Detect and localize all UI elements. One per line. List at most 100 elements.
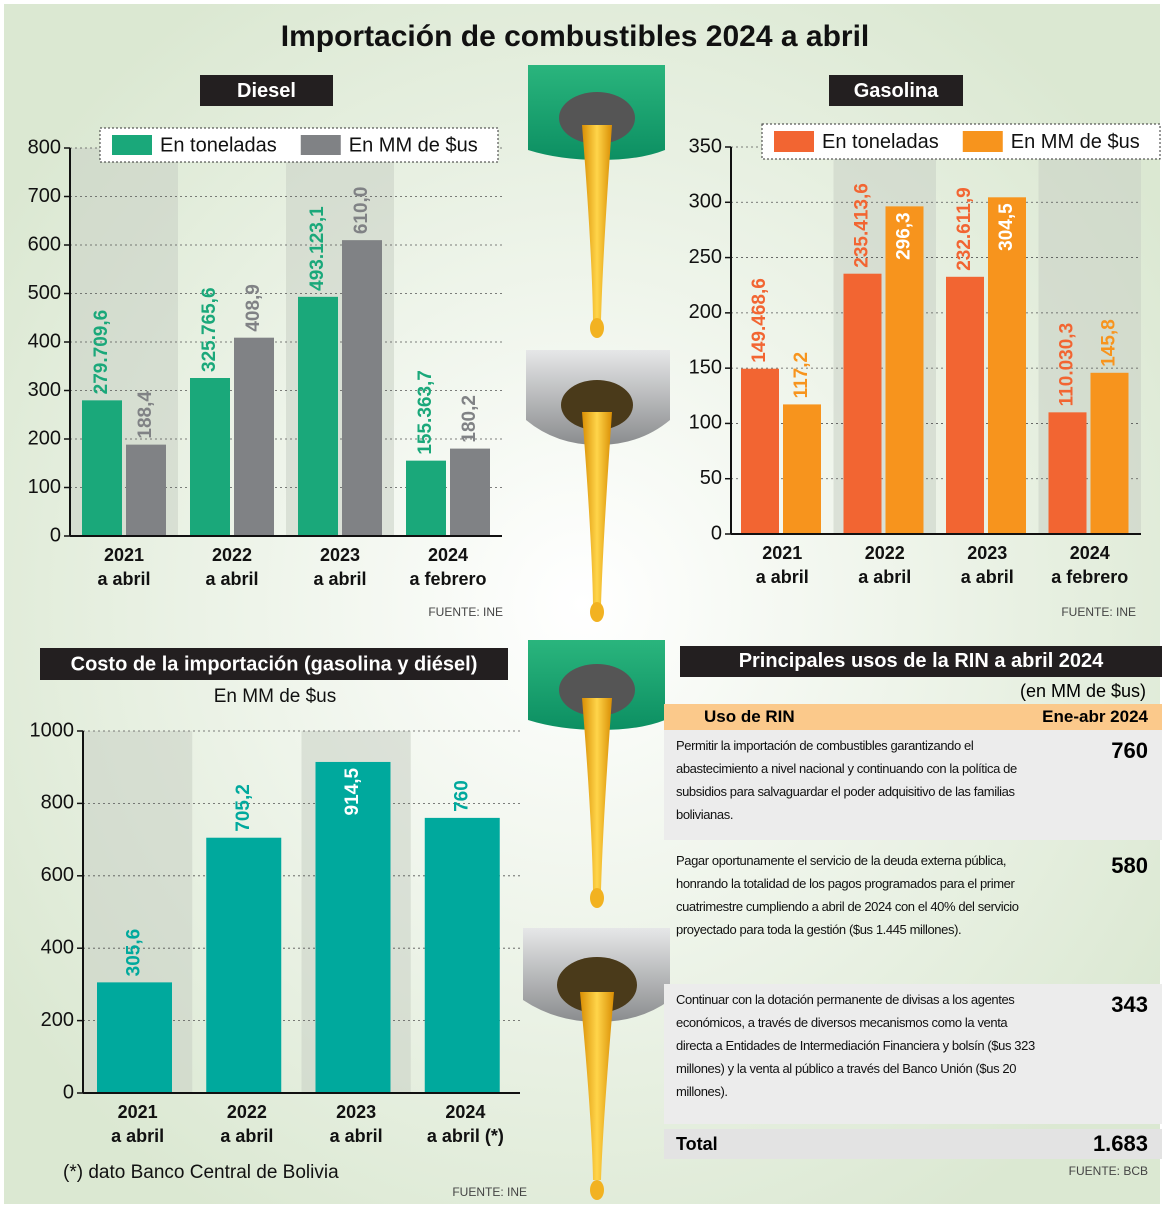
y-tick-label: 200 (689, 301, 722, 323)
x-tick-label: 2023 (320, 545, 360, 565)
value-label: 914,5 (342, 768, 363, 816)
bar (450, 449, 490, 536)
x-tick-label: a abril (205, 569, 258, 589)
legend-label: En MM de $us (1011, 131, 1140, 153)
x-tick-label: 2022 (227, 1102, 267, 1122)
y-tick-label: 100 (689, 412, 722, 434)
x-tick-label: a abril (220, 1126, 273, 1146)
y-tick-label: 400 (28, 330, 61, 352)
chart-subtitle: En MM de $us (214, 686, 337, 707)
y-tick-label: 350 (689, 135, 722, 157)
source: FUENTE: INE (452, 1185, 527, 1199)
x-tick-label: a febrero (1051, 567, 1128, 587)
bar (783, 404, 821, 534)
legend-swatch (963, 131, 1003, 152)
y-tick-label: 150 (689, 356, 722, 378)
y-tick-label: 400 (41, 936, 74, 958)
bar (190, 378, 230, 536)
y-tick-label: 0 (63, 1081, 74, 1103)
value-label: 180,2 (459, 395, 480, 443)
table-row: Permitir la importación de combustibles … (664, 730, 1162, 840)
y-tick-label: 100 (28, 476, 61, 498)
value-label: 110.030,3 (1057, 323, 1078, 406)
rin-table: Principales usos de la RIN a abril 2024 … (664, 646, 1162, 1178)
legend-label: En toneladas (822, 131, 939, 153)
value-label: 760 (451, 780, 472, 812)
bar (206, 838, 281, 1093)
header-cell: Uso de RIN (704, 707, 795, 727)
x-tick-label: a abril (111, 1126, 164, 1146)
x-tick-label: a abril (330, 1126, 383, 1146)
value-label: 493.123,1 (307, 206, 328, 291)
legend-label: En toneladas (160, 134, 277, 156)
bar (298, 297, 338, 536)
total-value: 1.683 (1093, 1131, 1148, 1157)
value-label: 705,2 (233, 784, 254, 832)
x-tick-label: a abril (756, 567, 809, 587)
y-tick-label: 50 (700, 467, 722, 489)
bar (425, 818, 500, 1093)
y-tick-label: 250 (689, 246, 722, 268)
y-tick-label: 600 (41, 864, 74, 886)
row-value: 343 (1111, 992, 1148, 1118)
y-tick-label: 200 (41, 1009, 74, 1031)
x-tick-label: a abril (97, 569, 150, 589)
bar (97, 982, 172, 1093)
table-title: Principales usos de la RIN a abril 2024 (680, 646, 1162, 677)
chart-title: Gasolina (854, 80, 939, 102)
legend-swatch (112, 135, 152, 155)
value-label: 232.611,9 (954, 187, 975, 270)
page-title: Importación de combustibles 2024 a abril (281, 20, 870, 53)
value-label: 235.413,6 (852, 183, 873, 268)
row-value: 760 (1111, 738, 1148, 834)
table-row: Pagar oportunamente el servicio de la de… (664, 845, 1162, 979)
page: Importación de combustibles 2024 a abril… (0, 0, 1164, 1208)
header-cell: Ene-abr 2024 (1042, 707, 1148, 727)
y-tick-label: 500 (28, 282, 61, 304)
value-label: 279.709,6 (91, 310, 112, 395)
bar (946, 277, 984, 534)
value-label: 188,4 (135, 391, 156, 439)
table-header: Uso de RIN Ene-abr 2024 (664, 704, 1162, 730)
x-tick-label: 2023 (336, 1102, 376, 1122)
value-label: 610,0 (351, 187, 372, 235)
table-row: Continuar con la dotación permanente de … (664, 984, 1162, 1124)
total-label: Total (676, 1134, 718, 1155)
table-total: Total 1.683 (664, 1129, 1162, 1159)
bar (342, 240, 382, 536)
oil-drop (590, 1180, 604, 1200)
oil-drop (590, 602, 604, 622)
y-tick-label: 200 (28, 427, 61, 449)
bar (741, 369, 779, 534)
bar (844, 274, 882, 534)
bar (126, 445, 166, 536)
bar (234, 338, 274, 536)
chart-title: Diesel (237, 80, 296, 102)
y-tick-label: 1000 (30, 719, 75, 741)
value-label: 117,2 (791, 352, 812, 399)
y-tick-label: 300 (28, 379, 61, 401)
x-tick-label: 2024 (1070, 543, 1110, 563)
row-text: Pagar oportunamente el servicio de la de… (676, 849, 1036, 973)
x-tick-label: 2021 (118, 1102, 158, 1122)
oil-drop (590, 888, 604, 908)
y-tick-label: 800 (28, 136, 61, 158)
legend-swatch (301, 135, 341, 155)
x-tick-label: a abril (313, 569, 366, 589)
source: FUENTE: BCB (664, 1164, 1162, 1178)
row-text: Permitir la importación de combustibles … (676, 734, 1036, 834)
value-label: 155.363,7 (415, 370, 436, 455)
x-tick-label: 2022 (865, 543, 905, 563)
row-value: 580 (1111, 853, 1148, 973)
x-tick-label: 2024 (428, 545, 468, 565)
value-label: 149.468,6 (749, 278, 770, 363)
legend-label: En MM de $us (349, 134, 478, 156)
value-label: 325.765,6 (199, 287, 220, 372)
x-tick-label: a abril (961, 567, 1014, 587)
note: (*) dato Banco Central de Bolivia (63, 1162, 339, 1183)
bar (406, 461, 446, 536)
y-tick-label: 600 (28, 233, 61, 255)
x-tick-label: 2022 (212, 545, 252, 565)
bar (1091, 373, 1129, 534)
source: FUENTE: INE (428, 605, 503, 619)
